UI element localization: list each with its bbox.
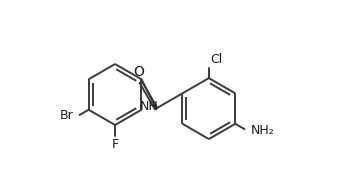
Text: NH: NH [140, 100, 159, 113]
Text: Cl: Cl [210, 53, 222, 66]
Text: Br: Br [60, 108, 74, 122]
Text: F: F [112, 138, 119, 151]
Text: NH₂: NH₂ [250, 125, 274, 137]
Text: O: O [133, 65, 144, 79]
